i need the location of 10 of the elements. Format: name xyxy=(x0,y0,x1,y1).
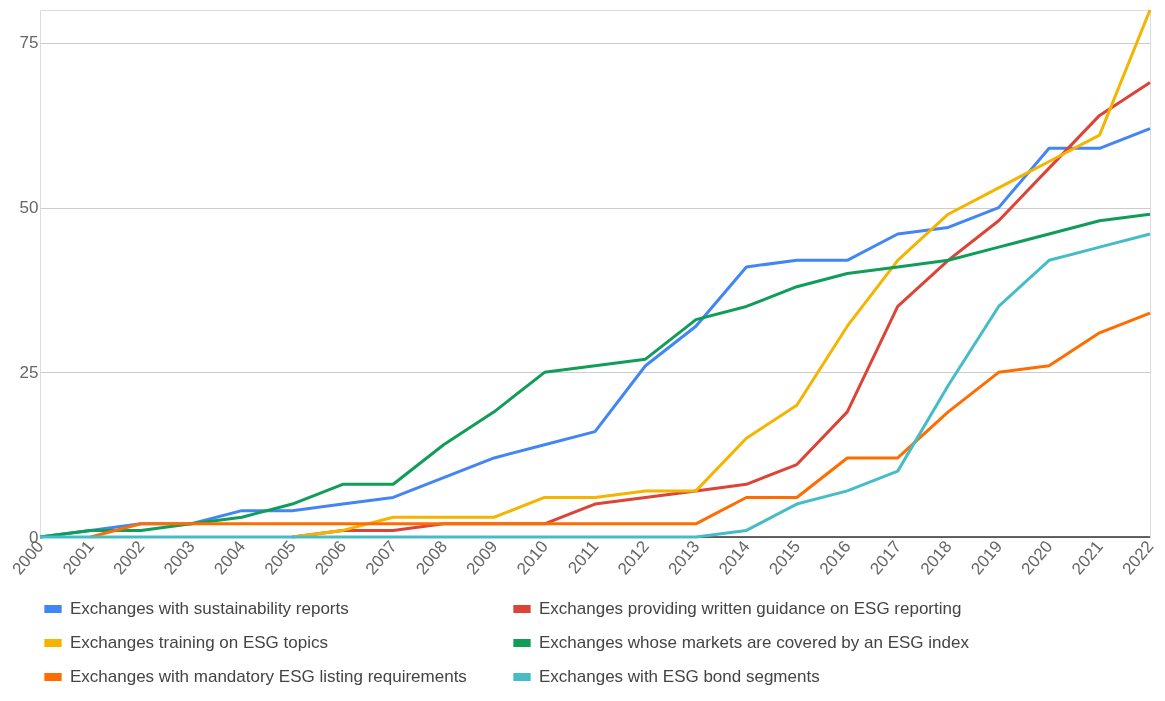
legend-label: Exchanges whose markets are covered by an ESG index xyxy=(539,633,970,652)
y-tick-label: 75 xyxy=(19,33,39,53)
line-series xyxy=(88,311,1152,539)
legend-label: Exchanges with sustainability reports xyxy=(70,599,349,618)
legend-label: Exchanges providing written guidance on ESG reporting xyxy=(539,599,962,618)
legend-label: Exchanges with mandatory ESG listing requirements xyxy=(70,667,467,686)
legend-label: Exchanges with ESG bond segments xyxy=(539,667,820,686)
legend-label: Exchanges training on ESG topics xyxy=(70,633,328,652)
y-tick-label: 25 xyxy=(19,362,39,382)
y-tick-label: 50 xyxy=(19,198,39,218)
